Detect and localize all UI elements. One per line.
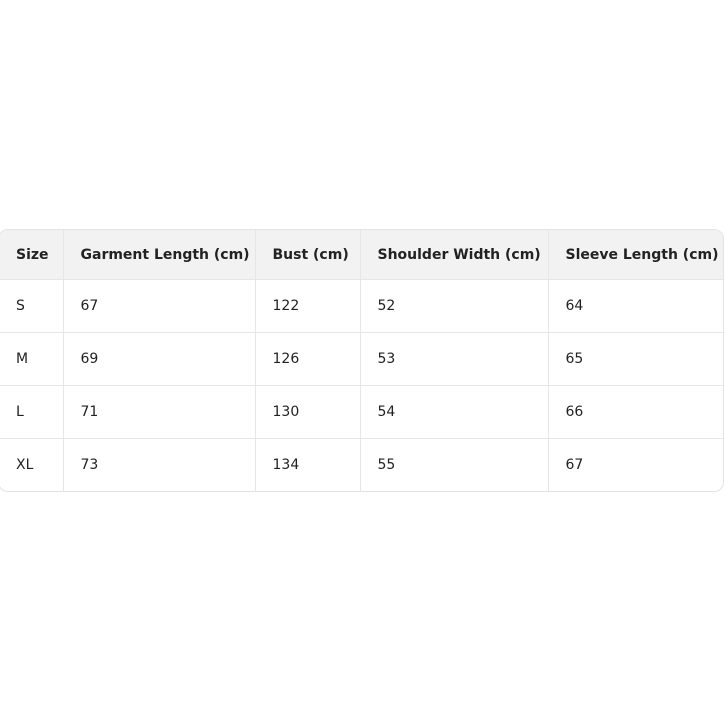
cell-garment-length: 67 <box>63 279 256 333</box>
table-row: S 67 122 52 64 <box>0 279 723 333</box>
cell-size: L <box>0 385 64 439</box>
size-chart-table-container: Size Garment Length (cm) Bust (cm) Shoul… <box>0 229 724 492</box>
header-bust: Bust (cm) <box>255 230 361 280</box>
header-shoulder-width: Shoulder Width (cm) <box>360 230 549 280</box>
header-sleeve-length: Sleeve Length (cm) <box>548 230 723 280</box>
cell-shoulder-width: 55 <box>360 438 549 491</box>
table-row: XL 73 134 55 67 <box>0 438 723 491</box>
cell-size: XL <box>0 438 64 491</box>
table-row: L 71 130 54 66 <box>0 385 723 439</box>
cell-bust: 126 <box>255 332 361 386</box>
cell-size: M <box>0 332 64 386</box>
table-header-row: Size Garment Length (cm) Bust (cm) Shoul… <box>0 230 723 280</box>
cell-bust: 130 <box>255 385 361 439</box>
table-row: M 69 126 53 65 <box>0 332 723 386</box>
cell-shoulder-width: 52 <box>360 279 549 333</box>
cell-size: S <box>0 279 64 333</box>
cell-garment-length: 73 <box>63 438 256 491</box>
header-garment-length: Garment Length (cm) <box>63 230 256 280</box>
cell-garment-length: 71 <box>63 385 256 439</box>
cell-garment-length: 69 <box>63 332 256 386</box>
size-chart-table: Size Garment Length (cm) Bust (cm) Shoul… <box>0 230 723 491</box>
cell-sleeve-length: 67 <box>565 457 584 473</box>
header-size: Size <box>0 230 64 280</box>
cell-bust: 122 <box>255 279 361 333</box>
cell-shoulder-width: 53 <box>360 332 549 386</box>
cell-sleeve-length: 65 <box>548 332 723 386</box>
cell-bust: 134 <box>255 438 361 491</box>
cell-sleeve-length: 64 <box>548 279 723 333</box>
cell-sleeve-length: 66 <box>548 385 723 439</box>
cell-shoulder-width: 54 <box>360 385 549 439</box>
